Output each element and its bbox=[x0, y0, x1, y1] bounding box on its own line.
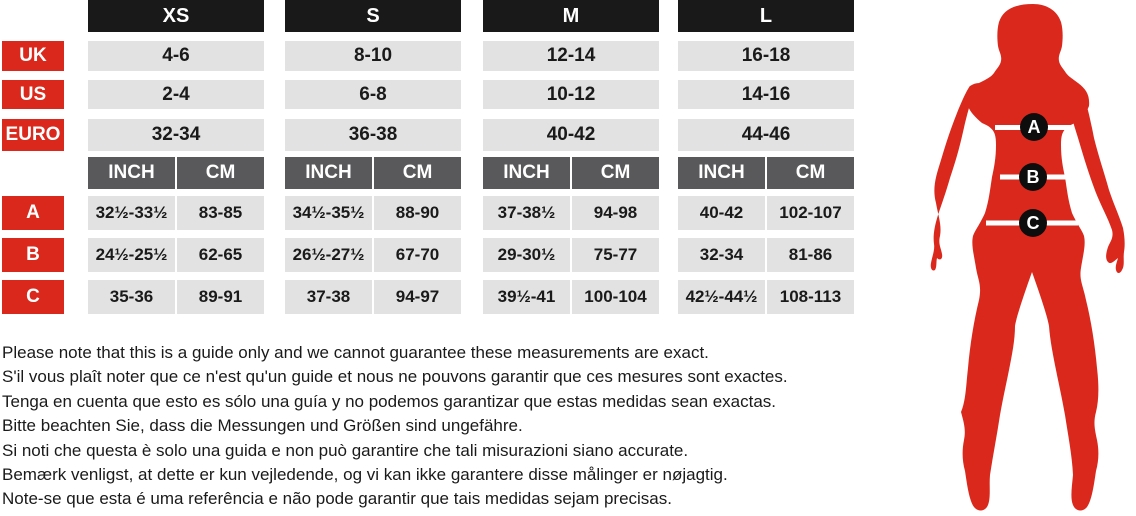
svg-text:B: B bbox=[1027, 167, 1040, 187]
svg-text:C: C bbox=[1027, 213, 1040, 233]
svg-text:A: A bbox=[1028, 117, 1041, 137]
